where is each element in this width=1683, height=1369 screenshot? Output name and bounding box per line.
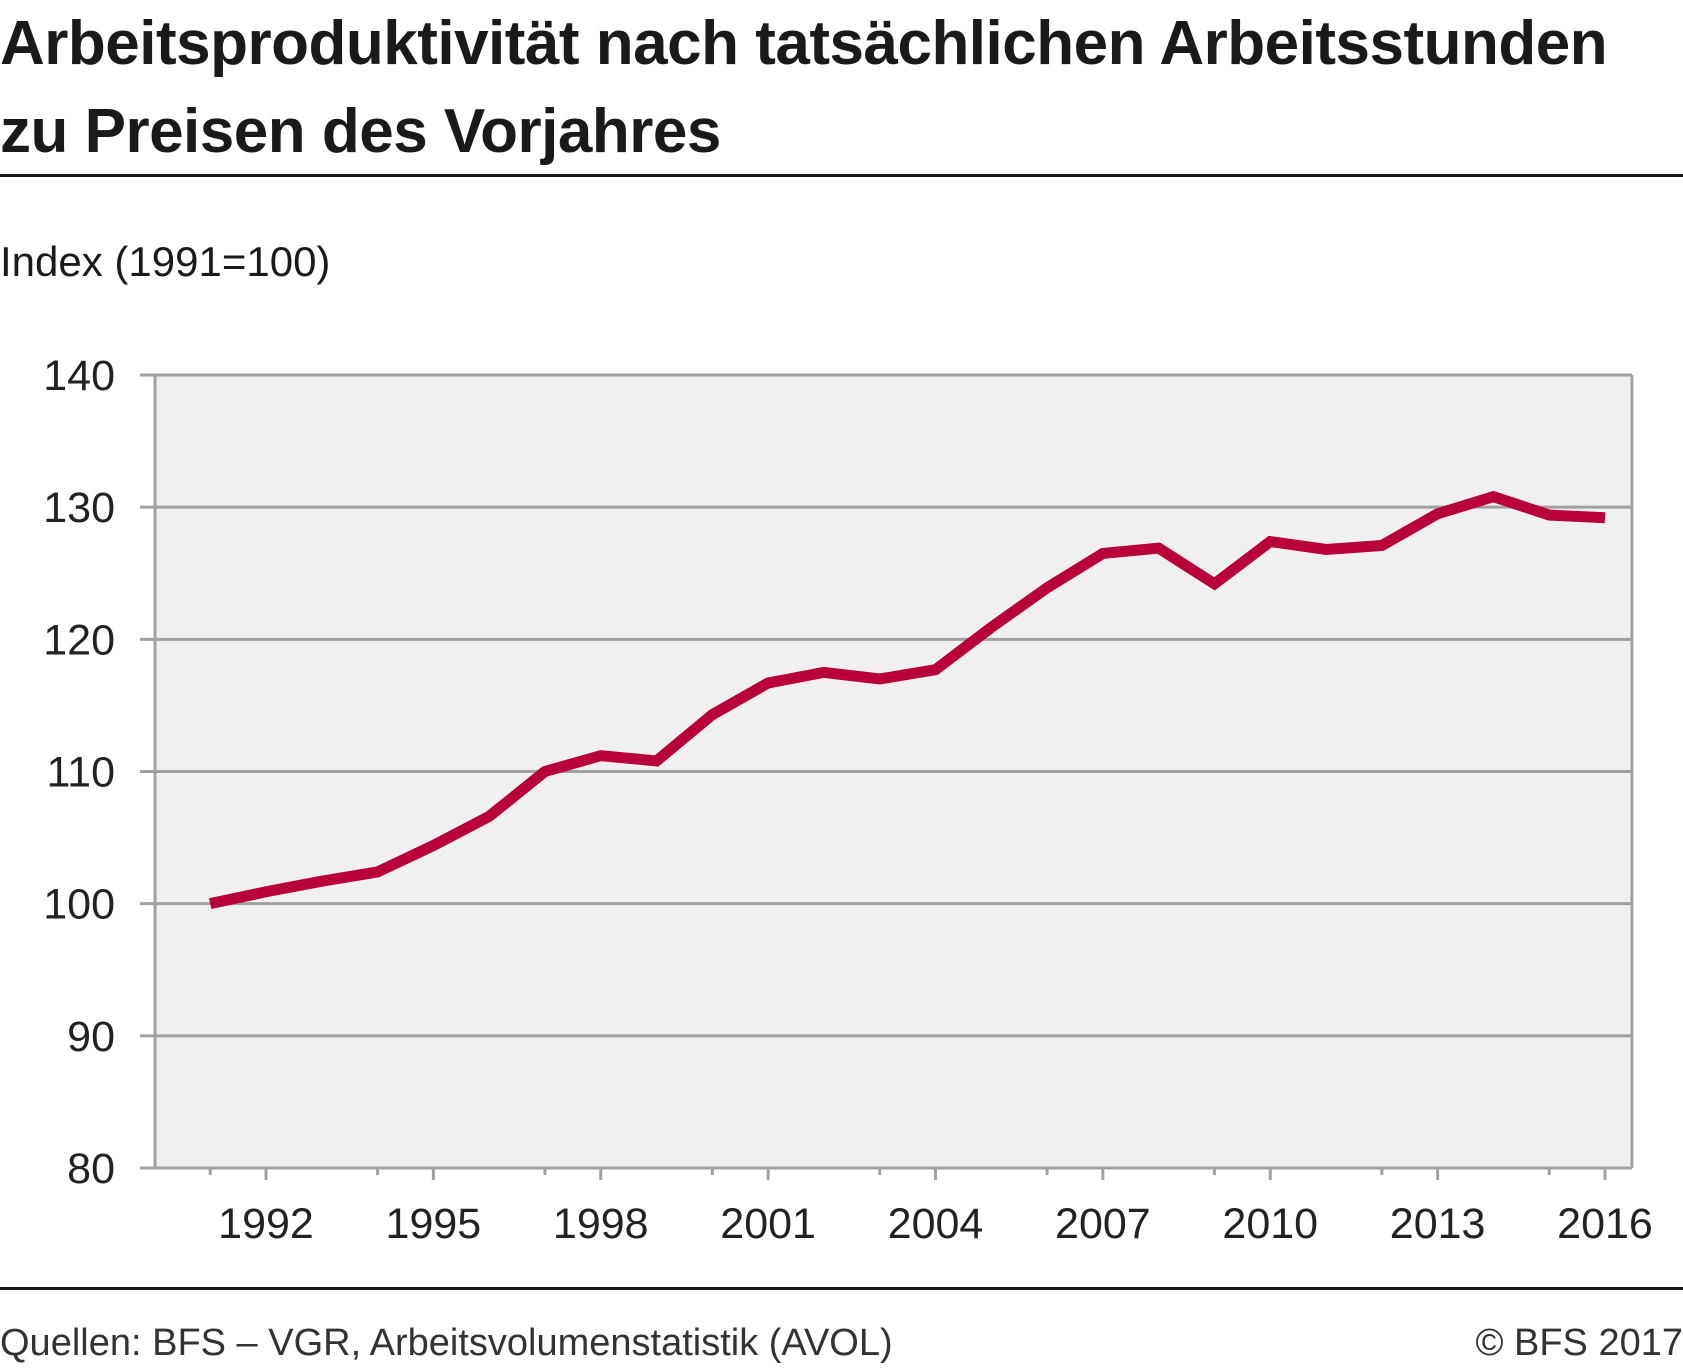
bottom-divider — [0, 1287, 1683, 1290]
y-axis-label: Index (1991=100) — [0, 238, 331, 285]
y-tick-label: 100 — [43, 881, 115, 929]
chart-title: Arbeitsproduktivität nach tatsächlichen … — [0, 0, 1608, 176]
x-tick-label: 2004 — [888, 1200, 984, 1248]
y-tick-label: 130 — [43, 484, 115, 532]
y-tick-label: 90 — [67, 1013, 115, 1061]
x-tick-label: 1992 — [218, 1200, 314, 1248]
x-tick-label: 1998 — [553, 1200, 649, 1248]
x-tick-label: 1995 — [386, 1200, 482, 1248]
y-tick-label: 140 — [43, 352, 115, 400]
top-divider — [0, 174, 1683, 177]
chart-title-line-1: Arbeitsproduktivität nach tatsächlichen … — [0, 9, 1608, 78]
y-tick-label: 80 — [67, 1145, 115, 1193]
x-tick-label: 2007 — [1055, 1200, 1151, 1248]
x-tick-label: 2010 — [1222, 1200, 1318, 1248]
x-tick-label: 2001 — [720, 1200, 816, 1248]
y-tick-label: 110 — [46, 749, 115, 797]
y-tick-label: 120 — [43, 616, 115, 664]
source-note: Quellen: BFS – VGR, Arbeitsvolumenstatis… — [0, 1322, 893, 1364]
x-tick-label: 2016 — [1557, 1200, 1653, 1248]
x-tick-label: 2013 — [1390, 1200, 1486, 1248]
series-line — [209, 490, 1606, 910]
chart-title-line-2: zu Preisen des Vorjahres — [0, 97, 721, 166]
copyright: © BFS 2017 — [1475, 1322, 1683, 1364]
